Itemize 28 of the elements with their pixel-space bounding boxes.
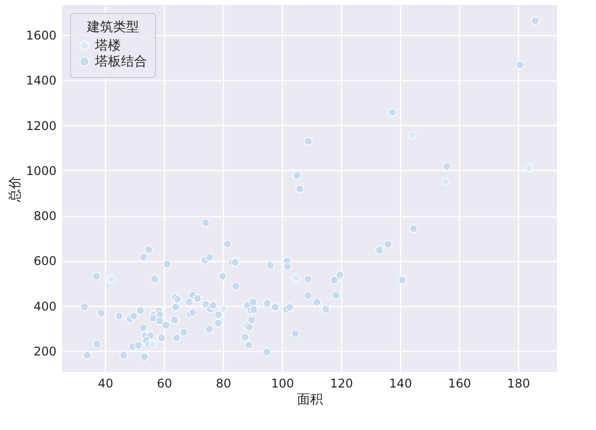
y-tick-label: 200 [34,344,56,359]
legend-label: 塔板结合 [94,54,147,70]
y-tick-label: 400 [34,299,56,314]
y-tick-label: 1600 [26,28,56,43]
x-axis-title: 面积 [297,392,323,408]
y-tick-label: 1200 [26,118,56,133]
point [219,304,228,314]
point [441,178,450,186]
x-tick-label: 160 [448,376,472,390]
y-tick-label: 800 [34,209,56,224]
x-tick-label: 180 [507,376,530,390]
x-tick-label: 40 [98,376,114,390]
y-axis-title: 总价 [8,176,23,203]
legend-title: 建筑类型 [86,20,139,35]
x-tick-label: 140 [389,376,412,390]
y-tick-label: 1400 [26,74,56,88]
point [292,274,300,283]
y-tick-label: 600 [34,254,56,268]
point [408,130,417,140]
point [524,164,534,172]
legend-label: 塔楼 [94,38,121,54]
x-tick-label: 120 [330,376,354,390]
y-tick-label: 1000 [26,164,56,178]
point [148,340,157,349]
x-tick-label: 100 [271,376,294,390]
point [106,274,116,284]
x-tick-label: 80 [216,376,232,390]
x-tick-label: 60 [156,376,172,390]
